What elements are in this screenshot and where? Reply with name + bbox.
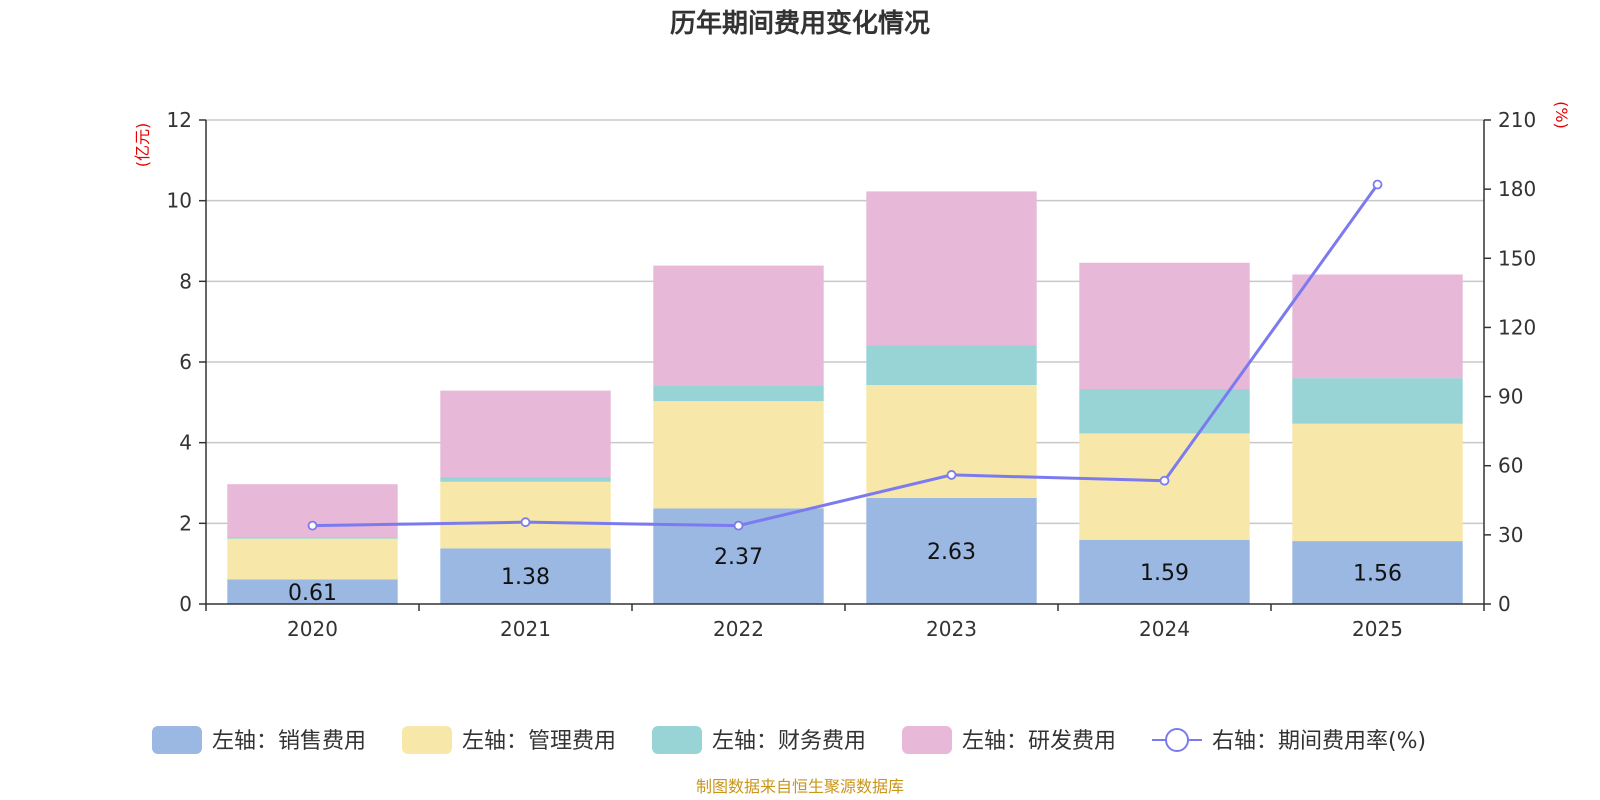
legend: 左轴：销售费用 左轴：管理费用 左轴：财务费用 左轴：研发费用 右轴：期间费用率(%) [152,726,1426,754]
chart-title: 历年期间费用变化情况 [670,8,930,39]
bar-segment [227,579,398,604]
bar-segment [866,191,1037,346]
x-tick-label: 2021 [500,617,551,641]
right-tick-label: 150 [1498,246,1536,270]
bar-segment [1079,433,1250,540]
left-axis-unit: (亿元) [133,123,152,168]
bar-segment [1079,262,1250,390]
legend-label[interactable]: 左轴：研发费用 [962,729,1116,754]
line-point [1159,475,1170,486]
bar-segment [227,538,398,580]
legend-line-marker [1165,728,1189,752]
grid-lines [206,119,1484,525]
line-point [733,520,744,531]
legend-swatch[interactable] [652,726,702,754]
bar-segment [440,390,611,477]
x-tick-label: 2020 [287,617,338,641]
right-tick-label: 180 [1498,177,1536,201]
bar-segment [1079,389,1250,434]
right-tick-label: 0 [1498,592,1511,616]
bar-segment [1292,274,1463,379]
source-note: 制图数据来自恒生聚源数据库 [696,777,904,796]
bar-segment [653,265,824,386]
x-tick-label: 2024 [1139,617,1190,641]
right-tick-label: 30 [1498,523,1523,547]
bar-segment [1292,541,1463,604]
left-tick-label: 0 [179,592,192,616]
bar-segment [227,537,398,539]
legend-label[interactable]: 右轴：期间费用率(%) [1212,729,1426,754]
legend-swatch[interactable] [902,726,952,754]
line-layer [307,179,1383,531]
bar-value-label: 1.56 [1353,562,1402,587]
bar-value-label: 1.38 [501,565,550,590]
left-tick-label: 4 [179,431,192,455]
x-tick-label: 2025 [1352,617,1403,641]
left-tick-label: 2 [179,511,192,535]
x-tick-label: 2022 [713,617,764,641]
line-point [946,470,957,480]
bar-value-label: 2.37 [714,545,763,570]
bar-segment [440,481,611,549]
bar-segment [1292,423,1463,542]
line-point [520,517,531,528]
line-point [1372,179,1383,190]
left-tick-label: 10 [167,189,192,213]
bar-segment [866,384,1037,498]
bar-segment [1079,539,1250,604]
legend-swatch[interactable] [152,726,202,754]
bar-segment [866,345,1037,385]
bar-value-label: 1.59 [1140,561,1189,586]
legend-swatch[interactable] [402,726,452,754]
bar-segment [440,548,611,604]
left-tick-label: 6 [179,350,192,374]
right-axis-unit: (%) [1552,101,1571,129]
legend-label[interactable]: 左轴：销售费用 [212,729,366,754]
right-tick-label: 120 [1498,315,1536,339]
bar-layer [227,191,1463,604]
bar-segment [653,385,824,402]
legend-label[interactable]: 左轴：管理费用 [462,729,616,754]
left-tick-label: 12 [167,108,192,132]
right-tick-label: 90 [1498,385,1523,409]
bar-segment [440,476,611,482]
x-tick-label: 2023 [926,617,977,641]
data-label-layer: 0.61 1.38 2.37 2.63 1.59 1.56 [288,540,1402,606]
right-tick-label: 60 [1498,454,1523,478]
line-series-path [312,183,1379,528]
legend-label[interactable]: 左轴：财务费用 [712,729,866,754]
bar-value-label: 0.61 [288,581,337,606]
bar-segment [653,401,824,509]
bar-value-label: 2.63 [927,540,976,565]
right-tick-label: 210 [1498,108,1536,132]
left-tick-label: 8 [179,269,192,293]
line-point [307,520,318,531]
bar-segment [866,497,1037,604]
bar-segment [1292,378,1463,424]
